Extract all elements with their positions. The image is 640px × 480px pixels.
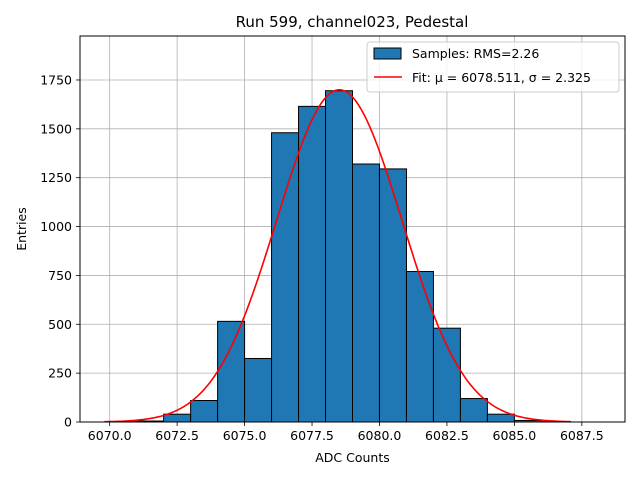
x-tick-label-4: 6080.0 bbox=[358, 428, 402, 443]
histogram-bar-7 bbox=[298, 105, 327, 423]
histogram-bar-6 bbox=[271, 132, 300, 423]
y-tick-label-6: 1500 bbox=[40, 121, 72, 136]
histogram-bar-13 bbox=[459, 398, 488, 423]
histogram-bar-4 bbox=[217, 320, 246, 423]
histogram-bar-2 bbox=[163, 413, 192, 423]
histogram-bar-3 bbox=[190, 400, 219, 423]
y-tick-label-5: 1250 bbox=[40, 170, 72, 185]
legend-box bbox=[366, 41, 620, 93]
fit-curve-group bbox=[104, 88, 572, 423]
plot-frame bbox=[79, 35, 626, 423]
y-tick-label-4: 1000 bbox=[40, 219, 72, 234]
legend-label-histogram: Samples: RMS=2.26 bbox=[412, 46, 539, 61]
x-tick-label-0: 6070.0 bbox=[88, 428, 132, 443]
x-tick-label-6: 6085.0 bbox=[493, 428, 537, 443]
y-tick-label-7: 1750 bbox=[40, 72, 72, 87]
x-tick-label-5: 6082.5 bbox=[425, 428, 469, 443]
x-tick-label-2: 6075.0 bbox=[223, 428, 267, 443]
histogram-bar-10 bbox=[378, 168, 407, 423]
x-tick-label-1: 6072.5 bbox=[155, 428, 199, 443]
x-tick-label-3: 6077.5 bbox=[290, 428, 334, 443]
histogram-bar-5 bbox=[244, 357, 273, 423]
y-tick-label-2: 500 bbox=[48, 317, 72, 332]
histogram-bar-14 bbox=[486, 413, 515, 423]
axis-ticks: 6070.0 6072.5 6075.0 6077.5 6080.0 6082.5 6085… bbox=[40, 72, 604, 443]
y-tick-label-1: 250 bbox=[48, 366, 72, 381]
histogram-bar-11 bbox=[405, 271, 434, 423]
histogram-bar-12 bbox=[432, 327, 461, 423]
y-tick-label-0: 0 bbox=[64, 415, 72, 430]
histogram-bars bbox=[109, 90, 569, 423]
y-tick-label-3: 750 bbox=[48, 268, 72, 283]
histogram-bar-8 bbox=[325, 90, 354, 423]
histogram-bar-9 bbox=[352, 163, 380, 423]
chart-title: Run 599, channel023, Pedestal bbox=[236, 13, 469, 31]
x-tick-label-7: 6087.5 bbox=[560, 428, 604, 443]
legend-swatch-histogram bbox=[373, 47, 402, 60]
legend: Samples: RMS=2.26 Fit: μ = 6078.511, σ =… bbox=[366, 41, 620, 93]
x-axis-label: ADC Counts bbox=[315, 450, 390, 465]
fit-curve bbox=[104, 88, 572, 423]
y-axis-label: Entries bbox=[14, 207, 29, 251]
legend-label-fit: Fit: μ = 6078.511, σ = 2.325 bbox=[412, 70, 591, 85]
